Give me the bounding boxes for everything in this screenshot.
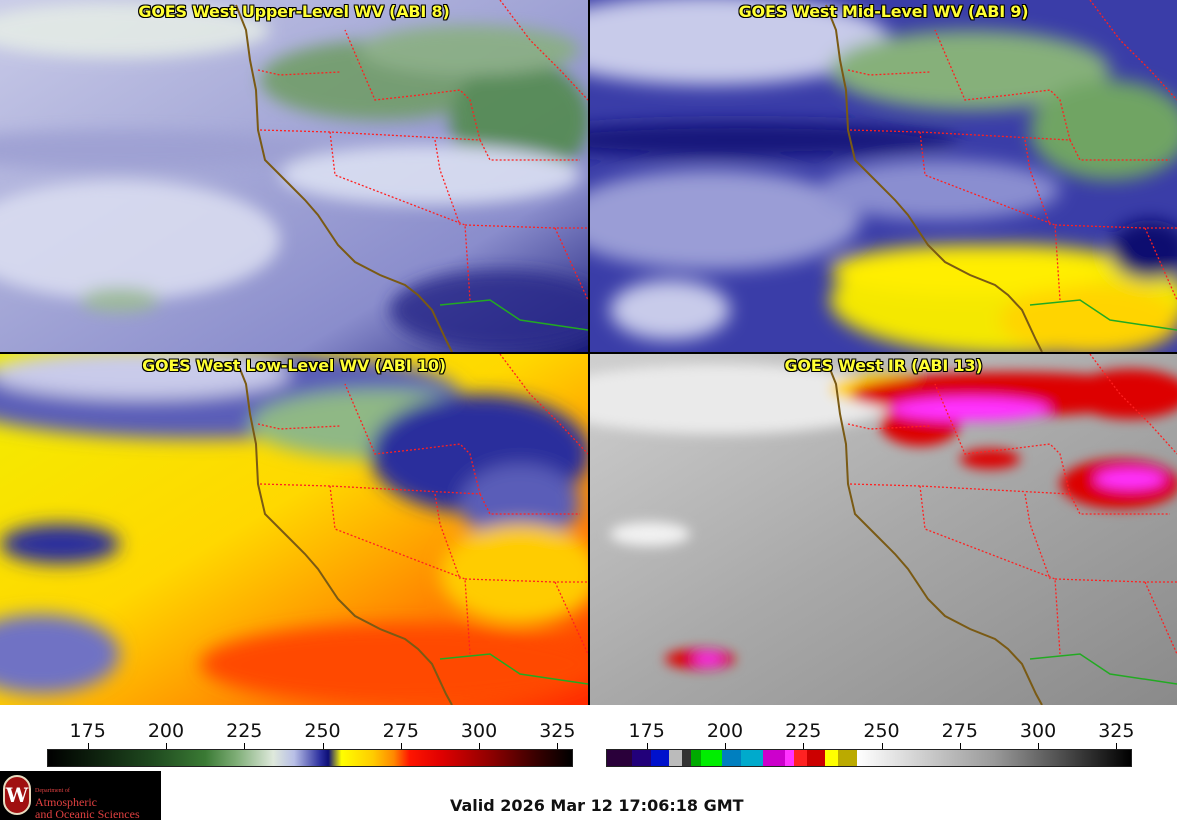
ir-image (590, 354, 1177, 705)
panel-divider-horizontal (0, 352, 1177, 354)
panel-title: GOES West Upper-Level WV (ABI 8) (138, 2, 450, 21)
colorbar-ir-segment (669, 750, 682, 766)
colorbar-ir-tick-label: 175 (628, 720, 665, 742)
panel-upper-level-wv: GOES West Upper-Level WV (ABI 8) (0, 0, 588, 352)
colorbar-wv-tick-mark (400, 743, 402, 749)
colorbar-ir: 175 200 225 250 275 300 325 (590, 705, 1177, 770)
colorbar-ir-segment (856, 750, 1131, 766)
colorbar-wv-tick-label: 200 (147, 720, 185, 742)
logo-line-1: Atmospheric (35, 795, 97, 809)
colorbar-ir-tick-mark (724, 743, 726, 749)
colorbar-wv-scale (47, 749, 573, 767)
colorbar-wv-tick-label: 325 (539, 720, 576, 742)
colorbar-ir-segment (700, 750, 723, 766)
upper-level-wv-image (0, 0, 588, 352)
colorbar-wv-tick-label: 300 (460, 720, 498, 742)
colorbar-ir-segment (794, 750, 807, 766)
colorbar-ir-segment (631, 750, 651, 766)
coastline-path (235, 4, 453, 352)
colorbar-ir-segment (825, 750, 838, 766)
colorbar-wv-tick-mark (87, 743, 89, 749)
colorbar-wv-tick-label: 225 (226, 720, 263, 742)
low-level-wv-image (0, 354, 588, 705)
valid-time: Valid 2026 Mar 12 17:06:18 GMT (450, 796, 744, 815)
colorbar-wv: 175 200 225 250 275 300 325 (0, 705, 590, 770)
uw-seal-icon: W (3, 775, 31, 815)
colorbar-wv-tick-mark (557, 743, 559, 749)
colorbar-ir-tick-label: 300 (1019, 720, 1057, 742)
colorbar-ir-segment (681, 750, 692, 766)
colorbar-ir-tick-mark (881, 743, 883, 749)
logo-dept-line: Department of (35, 788, 70, 794)
colorbar-ir-tick-label: 325 (1098, 720, 1135, 742)
panel-title: GOES West Low-Level WV (ABI 10) (142, 356, 446, 375)
colorbar-ir-segment (837, 750, 857, 766)
colorbar-wv-tick-label: 175 (69, 720, 106, 742)
colorbar-ir-segment (784, 750, 795, 766)
colorbar-ir-tick-label: 225 (785, 720, 822, 742)
colorbar-ir-segment (722, 750, 742, 766)
panel-title: GOES West IR (ABI 13) (784, 356, 983, 375)
colorbar-wv-tick-mark (479, 743, 481, 749)
colorbar-ir-segment (806, 750, 826, 766)
colorbar-ir-tick-label: 275 (941, 720, 978, 742)
colorbar-ir-segment (607, 750, 632, 766)
colorbar-wv-tick-label: 275 (382, 720, 419, 742)
colorbar-ir-segment (691, 750, 701, 766)
panel-low-level-wv: GOES West Low-Level WV (ABI 10) (0, 354, 588, 705)
colorbar-ir-segment (650, 750, 670, 766)
colorbar-wv-tick-mark (244, 743, 246, 749)
colorbar-wv-tick-mark (165, 743, 167, 749)
aos-logo: W Department of Atmospheric and Oceanic … (0, 771, 161, 820)
colorbar-ir-tick-mark (646, 743, 648, 749)
colorbar-ir-tick-label: 200 (706, 720, 744, 742)
colorbar-ir-segment (741, 750, 763, 766)
colorbar-ir-tick-mark (959, 743, 961, 749)
panel-title: GOES West Mid-Level WV (ABI 9) (738, 2, 1029, 21)
mid-level-wv-image (590, 0, 1177, 352)
panel-ir: GOES West IR (ABI 13) (590, 354, 1177, 705)
colorbar-ir-scale (606, 749, 1132, 767)
mexico-border-path (439, 299, 588, 331)
colorbar-ir-segment (762, 750, 785, 766)
panel-mid-level-wv: GOES West Mid-Level WV (ABI 9) (590, 0, 1177, 352)
colorbar-ir-tick-mark (1116, 743, 1118, 749)
colorbar-wv-tick-mark (322, 743, 324, 749)
state-borders-path (257, 0, 588, 301)
colorbar-ir-tick-mark (803, 743, 805, 749)
logo-line-2: and Oceanic Sciences (35, 807, 140, 821)
colorbar-ir-tick-mark (1038, 743, 1040, 749)
colorbar-ir-tick-label: 250 (863, 720, 900, 742)
colorbar-wv-tick-label: 250 (304, 720, 341, 742)
